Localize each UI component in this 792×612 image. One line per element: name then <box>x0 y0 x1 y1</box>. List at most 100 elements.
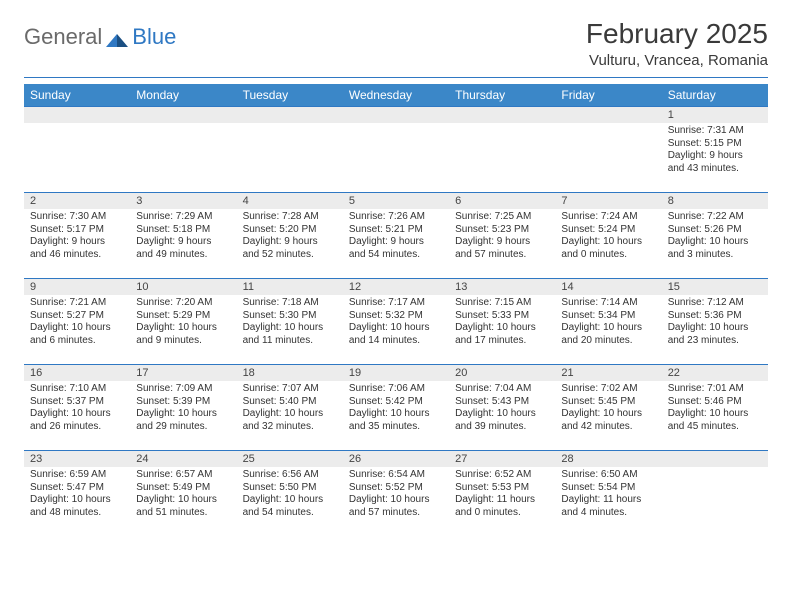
logo: General Blue <box>24 18 176 50</box>
day-body: Sunrise: 6:59 AMSunset: 5:47 PMDaylight:… <box>24 467 130 523</box>
day-body: Sunrise: 7:10 AMSunset: 5:37 PMDaylight:… <box>24 381 130 437</box>
calendar-day-cell: 19Sunrise: 7:06 AMSunset: 5:42 PMDayligh… <box>343 365 449 451</box>
weekday-header: Friday <box>555 84 661 107</box>
calendar-day-cell: 10Sunrise: 7:20 AMSunset: 5:29 PMDayligh… <box>130 279 236 365</box>
calendar-day-cell: 16Sunrise: 7:10 AMSunset: 5:37 PMDayligh… <box>24 365 130 451</box>
calendar-day-cell: 3Sunrise: 7:29 AMSunset: 5:18 PMDaylight… <box>130 193 236 279</box>
calendar-day-cell: 5Sunrise: 7:26 AMSunset: 5:21 PMDaylight… <box>343 193 449 279</box>
weekday-header-row: SundayMondayTuesdayWednesdayThursdayFrid… <box>24 84 768 107</box>
day-number: 11 <box>237 279 343 295</box>
day-body: Sunrise: 7:29 AMSunset: 5:18 PMDaylight:… <box>130 209 236 265</box>
day-number <box>343 107 449 123</box>
calendar-day-cell: 21Sunrise: 7:02 AMSunset: 5:45 PMDayligh… <box>555 365 661 451</box>
logo-word-2: Blue <box>132 24 176 50</box>
day-number: 17 <box>130 365 236 381</box>
day-number: 13 <box>449 279 555 295</box>
location: Vulturu, Vrancea, Romania <box>586 52 768 69</box>
day-number: 28 <box>555 451 661 467</box>
calendar-day-cell: 11Sunrise: 7:18 AMSunset: 5:30 PMDayligh… <box>237 279 343 365</box>
calendar-day-cell: 13Sunrise: 7:15 AMSunset: 5:33 PMDayligh… <box>449 279 555 365</box>
logo-word-1: General <box>24 24 102 50</box>
day-number: 4 <box>237 193 343 209</box>
calendar-day-cell: 27Sunrise: 6:52 AMSunset: 5:53 PMDayligh… <box>449 451 555 537</box>
weekday-header: Wednesday <box>343 84 449 107</box>
weekday-header: Monday <box>130 84 236 107</box>
day-number <box>24 107 130 123</box>
day-body: Sunrise: 7:02 AMSunset: 5:45 PMDaylight:… <box>555 381 661 437</box>
calendar-day-cell <box>662 451 768 537</box>
calendar-week-row: 23Sunrise: 6:59 AMSunset: 5:47 PMDayligh… <box>24 451 768 537</box>
calendar-day-cell: 20Sunrise: 7:04 AMSunset: 5:43 PMDayligh… <box>449 365 555 451</box>
day-number: 2 <box>24 193 130 209</box>
weekday-header: Saturday <box>662 84 768 107</box>
day-body: Sunrise: 7:25 AMSunset: 5:23 PMDaylight:… <box>449 209 555 265</box>
calendar-day-cell: 17Sunrise: 7:09 AMSunset: 5:39 PMDayligh… <box>130 365 236 451</box>
calendar-day-cell <box>130 107 236 193</box>
day-body: Sunrise: 7:01 AMSunset: 5:46 PMDaylight:… <box>662 381 768 437</box>
calendar-day-cell <box>237 107 343 193</box>
day-body: Sunrise: 7:14 AMSunset: 5:34 PMDaylight:… <box>555 295 661 351</box>
day-body: Sunrise: 7:09 AMSunset: 5:39 PMDaylight:… <box>130 381 236 437</box>
weekday-header: Thursday <box>449 84 555 107</box>
calendar-day-cell: 2Sunrise: 7:30 AMSunset: 5:17 PMDaylight… <box>24 193 130 279</box>
calendar-day-cell: 23Sunrise: 6:59 AMSunset: 5:47 PMDayligh… <box>24 451 130 537</box>
day-body: Sunrise: 7:24 AMSunset: 5:24 PMDaylight:… <box>555 209 661 265</box>
title-block: February 2025 Vulturu, Vrancea, Romania <box>586 18 768 69</box>
calendar-day-cell: 7Sunrise: 7:24 AMSunset: 5:24 PMDaylight… <box>555 193 661 279</box>
day-number: 27 <box>449 451 555 467</box>
calendar-day-cell: 26Sunrise: 6:54 AMSunset: 5:52 PMDayligh… <box>343 451 449 537</box>
calendar-day-cell: 25Sunrise: 6:56 AMSunset: 5:50 PMDayligh… <box>237 451 343 537</box>
calendar-day-cell: 4Sunrise: 7:28 AMSunset: 5:20 PMDaylight… <box>237 193 343 279</box>
calendar-day-cell <box>555 107 661 193</box>
calendar-day-cell: 1Sunrise: 7:31 AMSunset: 5:15 PMDaylight… <box>662 107 768 193</box>
calendar-day-cell: 14Sunrise: 7:14 AMSunset: 5:34 PMDayligh… <box>555 279 661 365</box>
day-number <box>237 107 343 123</box>
calendar-day-cell: 24Sunrise: 6:57 AMSunset: 5:49 PMDayligh… <box>130 451 236 537</box>
day-number: 20 <box>449 365 555 381</box>
day-body: Sunrise: 7:21 AMSunset: 5:27 PMDaylight:… <box>24 295 130 351</box>
day-number: 23 <box>24 451 130 467</box>
day-number: 24 <box>130 451 236 467</box>
calendar-day-cell: 15Sunrise: 7:12 AMSunset: 5:36 PMDayligh… <box>662 279 768 365</box>
calendar-day-cell: 12Sunrise: 7:17 AMSunset: 5:32 PMDayligh… <box>343 279 449 365</box>
calendar-day-cell: 9Sunrise: 7:21 AMSunset: 5:27 PMDaylight… <box>24 279 130 365</box>
day-number <box>555 107 661 123</box>
day-number: 5 <box>343 193 449 209</box>
day-number: 16 <box>24 365 130 381</box>
day-number: 18 <box>237 365 343 381</box>
day-body: Sunrise: 7:07 AMSunset: 5:40 PMDaylight:… <box>237 381 343 437</box>
day-number: 6 <box>449 193 555 209</box>
day-body: Sunrise: 7:06 AMSunset: 5:42 PMDaylight:… <box>343 381 449 437</box>
calendar-day-cell <box>343 107 449 193</box>
day-body: Sunrise: 6:52 AMSunset: 5:53 PMDaylight:… <box>449 467 555 523</box>
day-number: 21 <box>555 365 661 381</box>
day-number: 26 <box>343 451 449 467</box>
day-number <box>130 107 236 123</box>
day-number: 14 <box>555 279 661 295</box>
calendar-day-cell: 22Sunrise: 7:01 AMSunset: 5:46 PMDayligh… <box>662 365 768 451</box>
day-body: Sunrise: 7:22 AMSunset: 5:26 PMDaylight:… <box>662 209 768 265</box>
day-number: 9 <box>24 279 130 295</box>
day-number: 12 <box>343 279 449 295</box>
day-body: Sunrise: 7:18 AMSunset: 5:30 PMDaylight:… <box>237 295 343 351</box>
day-number: 3 <box>130 193 236 209</box>
calendar-day-cell: 28Sunrise: 6:50 AMSunset: 5:54 PMDayligh… <box>555 451 661 537</box>
day-body: Sunrise: 6:50 AMSunset: 5:54 PMDaylight:… <box>555 467 661 523</box>
day-body: Sunrise: 7:31 AMSunset: 5:15 PMDaylight:… <box>662 123 768 179</box>
calendar-week-row: 2Sunrise: 7:30 AMSunset: 5:17 PMDaylight… <box>24 193 768 279</box>
day-number: 1 <box>662 107 768 123</box>
day-body: Sunrise: 7:30 AMSunset: 5:17 PMDaylight:… <box>24 209 130 265</box>
calendar-table: SundayMondayTuesdayWednesdayThursdayFrid… <box>24 84 768 537</box>
day-body: Sunrise: 7:17 AMSunset: 5:32 PMDaylight:… <box>343 295 449 351</box>
day-body: Sunrise: 6:54 AMSunset: 5:52 PMDaylight:… <box>343 467 449 523</box>
day-number: 10 <box>130 279 236 295</box>
day-number: 15 <box>662 279 768 295</box>
calendar-day-cell <box>449 107 555 193</box>
logo-triangle-icon <box>106 27 128 43</box>
calendar-week-row: 1Sunrise: 7:31 AMSunset: 5:15 PMDaylight… <box>24 107 768 193</box>
day-number: 7 <box>555 193 661 209</box>
day-body: Sunrise: 6:56 AMSunset: 5:50 PMDaylight:… <box>237 467 343 523</box>
day-body: Sunrise: 6:57 AMSunset: 5:49 PMDaylight:… <box>130 467 236 523</box>
day-body: Sunrise: 7:28 AMSunset: 5:20 PMDaylight:… <box>237 209 343 265</box>
day-number <box>449 107 555 123</box>
